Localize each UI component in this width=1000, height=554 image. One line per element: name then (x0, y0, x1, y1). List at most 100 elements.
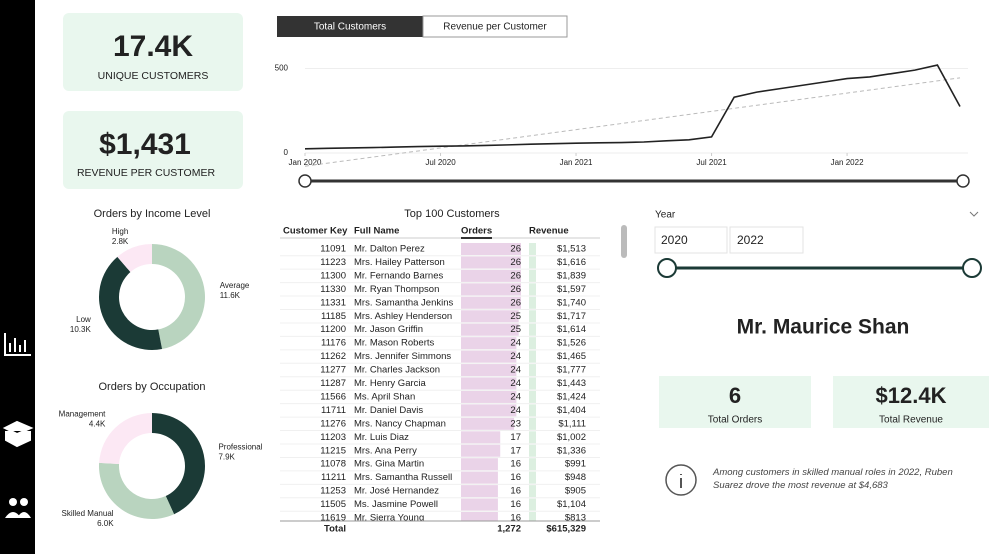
revenue-bar (529, 498, 536, 511)
orders-bar (461, 310, 519, 323)
cell: $1,336 (557, 445, 586, 456)
icon-shape (9, 498, 17, 506)
tab[interactable] (422, 15, 568, 38)
tab-label: Total Customers (314, 22, 386, 33)
cell: Mr. Mason Roberts (354, 338, 434, 349)
cell: $813 (565, 513, 586, 524)
cell: $1,513 (557, 244, 586, 255)
revenue-bar (529, 404, 536, 417)
data-label: Low 10.3K (70, 315, 92, 334)
kpi-label: UNIQUE CUSTOMERS (98, 70, 209, 82)
revenue-bar (529, 390, 536, 403)
orders-bar (461, 256, 521, 269)
kpi-card (63, 111, 243, 189)
revenue-bar (529, 296, 536, 309)
input-box[interactable] (654, 226, 728, 254)
cell: 26 (510, 284, 521, 295)
x-tick-label: Jan 2020 (289, 158, 322, 167)
orders-bar (461, 296, 521, 309)
total-label: Total (324, 524, 346, 535)
cell: 25 (510, 311, 521, 322)
cell: 26 (510, 244, 521, 255)
slider-handle[interactable] (962, 258, 982, 278)
x-tick-label: Jul 2021 (696, 158, 727, 167)
cell: Ms. Jasmine Powell (354, 499, 438, 510)
cell: 11619 (320, 513, 346, 524)
donut-slice (99, 413, 152, 465)
label-name: Management (59, 410, 106, 419)
total-orders: 1,272 (497, 524, 521, 535)
label-name: Professional (218, 442, 262, 451)
cell: $991 (565, 459, 586, 470)
cell: $1,443 (557, 378, 586, 389)
sidebar (0, 0, 35, 554)
kpi-value: 6 (729, 383, 741, 408)
label-name: Skilled Manual (62, 509, 114, 518)
orders-bar (461, 337, 517, 350)
cell: 16 (510, 472, 521, 483)
x-tick-label: Jan 2022 (831, 158, 864, 167)
input-box[interactable] (729, 226, 804, 254)
slider-handle[interactable] (657, 258, 677, 278)
cell: Mrs. Hailey Patterson (354, 257, 445, 268)
tab-active[interactable] (277, 16, 423, 37)
revenue-bar (529, 512, 536, 524)
cell: $1,465 (557, 351, 586, 362)
data-label: Skilled Manual 6.0K (62, 509, 115, 528)
orders-bar (461, 498, 498, 511)
y-tick-label: 0 (284, 148, 289, 157)
chevron[interactable] (969, 211, 979, 217)
cell: 24 (510, 338, 521, 349)
revenue-bar (529, 417, 536, 430)
orders-bar (461, 243, 521, 255)
product-icon[interactable] (2, 420, 34, 448)
cell: 11091 (320, 244, 346, 255)
donut-slice (99, 462, 175, 519)
cell: 11253 (320, 486, 346, 497)
table-title: Top 100 Customers (404, 208, 500, 220)
revenue-bar (529, 350, 536, 363)
kpi-value: $12.4K (876, 383, 947, 408)
cell: 11211 (321, 472, 346, 483)
cell: 11276 (320, 418, 346, 429)
report-icon[interactable] (4, 333, 31, 356)
revenue-bar (529, 431, 536, 444)
cell: Mr. Henry Garcia (354, 378, 427, 389)
icon-shape (2, 420, 34, 448)
label-name: Average (220, 281, 250, 290)
label-name: Low (76, 315, 91, 324)
kpi-label: Total Revenue (879, 415, 943, 426)
cell: 11566 (320, 391, 346, 402)
cell: Ms. April Shan (354, 391, 415, 402)
kpi-card (63, 13, 243, 91)
x-tick-label: Jul 2020 (425, 158, 456, 167)
revenue-bar (529, 323, 536, 336)
cell: 11203 (320, 432, 346, 443)
y-tick-label: 500 (275, 64, 289, 73)
cell: 24 (510, 365, 521, 376)
data-label: Average 11.6K (220, 281, 250, 300)
cell: 11200 (320, 324, 346, 335)
scrollbar[interactable] (621, 225, 627, 258)
slider-handle[interactable] (956, 174, 970, 188)
customer-icon[interactable] (5, 498, 31, 518)
data-label: Professional 7.9K (218, 442, 262, 461)
slicer-to: 2022 (737, 233, 764, 247)
line (304, 64, 961, 150)
tab-label: Revenue per Customer (443, 22, 547, 33)
cell: 11223 (320, 257, 346, 268)
data-label: High 2.8K (112, 227, 129, 246)
cell: $1,616 (557, 257, 586, 268)
cell: $905 (565, 486, 586, 497)
label-value: 6.0K (97, 519, 114, 528)
cell: $1,717 (557, 311, 586, 322)
icon-shape (5, 512, 31, 518)
label-value: 2.8K (112, 237, 129, 246)
cell: Mrs. Gina Martin (354, 459, 424, 470)
orders-bar (461, 471, 498, 484)
slider-handle[interactable] (298, 174, 312, 188)
revenue-bar (529, 310, 536, 323)
cell: 16 (510, 513, 521, 524)
cell: $1,404 (557, 405, 586, 416)
